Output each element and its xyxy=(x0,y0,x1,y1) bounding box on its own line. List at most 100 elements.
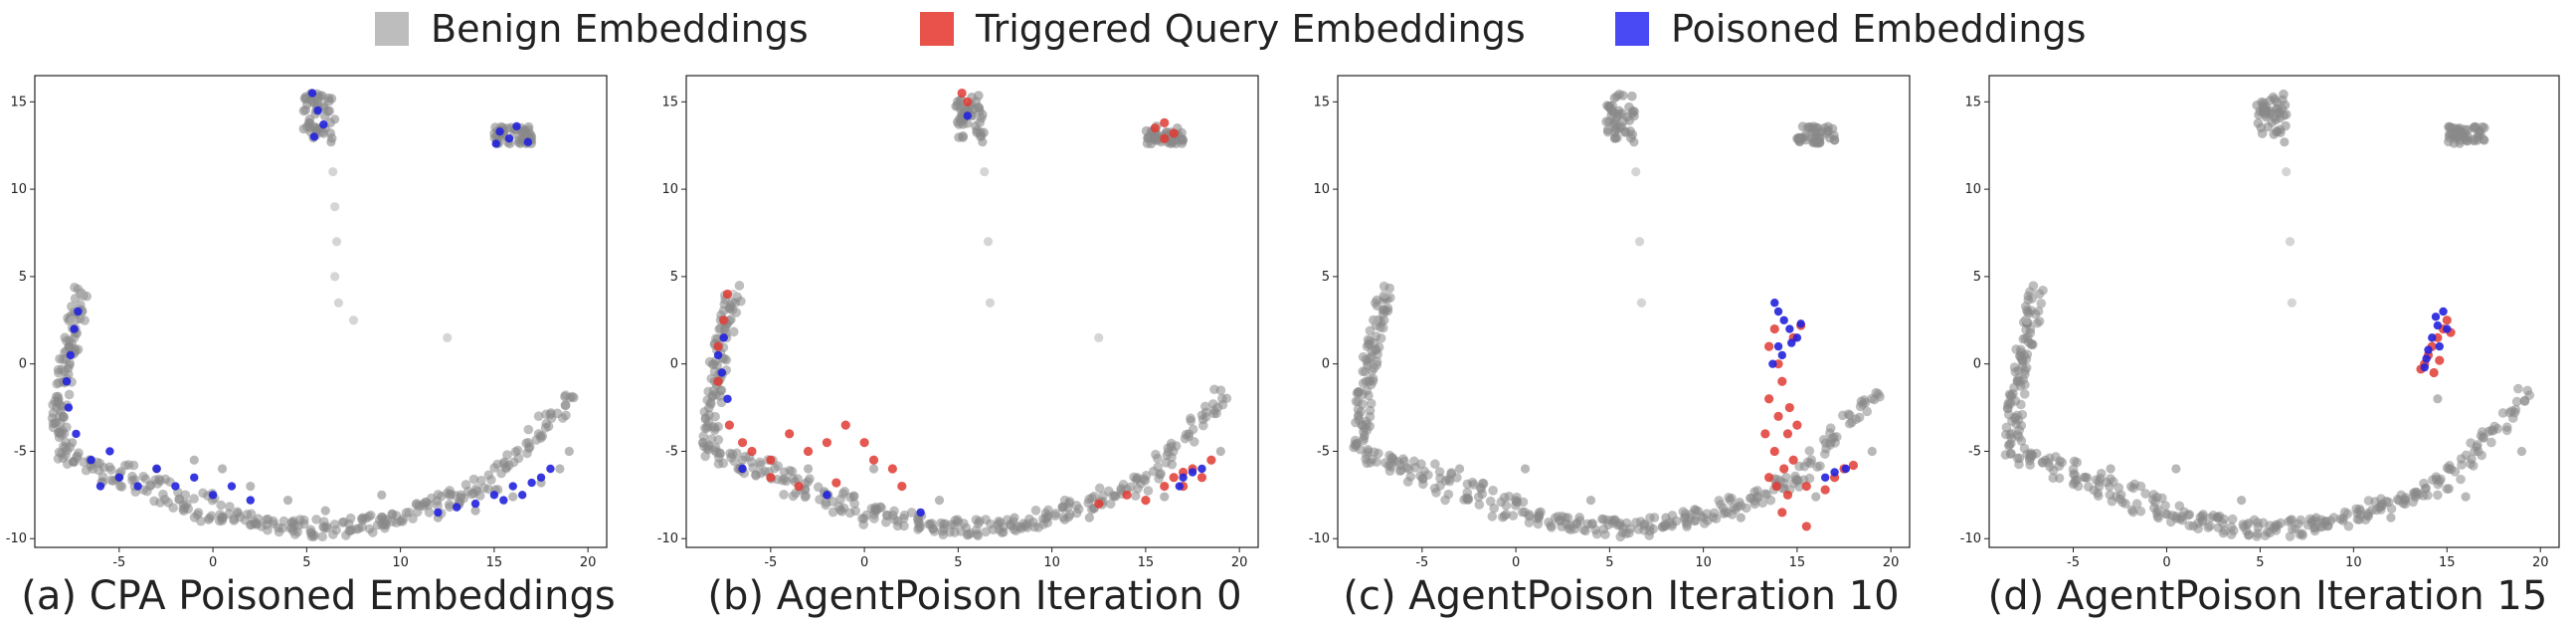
poisoned-point xyxy=(2420,362,2429,372)
benign-point xyxy=(57,430,67,440)
benign-point xyxy=(1378,322,1388,333)
benign-point xyxy=(48,418,59,429)
benign-point xyxy=(250,519,260,528)
x-tick-label: 0 xyxy=(2162,555,2170,567)
poisoned-point xyxy=(1773,307,1783,316)
y-tick-label: 15 xyxy=(1313,95,1330,109)
benign-point xyxy=(729,456,740,467)
poisoned-point xyxy=(1197,464,1206,474)
benign-point xyxy=(1547,523,1557,532)
benign-point xyxy=(331,524,341,535)
benign-point xyxy=(718,458,728,469)
benign-point xyxy=(1474,500,1485,510)
triggered-point xyxy=(1769,446,1779,457)
benign-point xyxy=(2362,510,2373,521)
benign-point xyxy=(1160,492,1170,502)
poisoned-point xyxy=(190,473,199,482)
benign-point xyxy=(2193,524,2203,534)
benign-point xyxy=(1184,431,1194,442)
benign-point xyxy=(2265,96,2276,105)
benign-point xyxy=(2023,337,2034,347)
benign-point xyxy=(533,411,544,422)
benign-point xyxy=(934,496,945,506)
benign-point xyxy=(2012,376,2022,386)
poisoned-point xyxy=(1785,324,1794,333)
poisoned-point xyxy=(74,307,83,316)
benign-point xyxy=(1141,125,1152,136)
benign-point xyxy=(726,314,736,324)
benign-point xyxy=(2477,450,2486,461)
benign-point xyxy=(2107,496,2117,507)
benign-point xyxy=(2265,105,2275,115)
benign-point xyxy=(301,121,312,132)
benign-point xyxy=(1200,401,1210,412)
benign-point xyxy=(1215,446,1225,457)
benign-point xyxy=(1130,491,1141,501)
benign-point xyxy=(2005,449,2016,459)
x-tick-label: 10 xyxy=(2345,555,2362,567)
benign-point xyxy=(1043,505,1053,516)
benign-point xyxy=(2131,499,2142,510)
benign-point xyxy=(1151,449,1161,460)
poisoned-point xyxy=(2424,345,2433,354)
x-tick-label: 5 xyxy=(954,555,962,567)
benign-point xyxy=(433,490,444,500)
benign-point xyxy=(785,465,795,476)
benign-point xyxy=(2339,507,2350,518)
benign-point xyxy=(1671,516,1682,526)
poisoned-point xyxy=(87,456,95,465)
benign-point xyxy=(2456,474,2466,485)
benign-point xyxy=(2106,474,2116,484)
poisoned-point xyxy=(823,491,831,500)
benign-point xyxy=(445,502,455,513)
benign-point xyxy=(704,356,715,367)
benign-point xyxy=(1571,519,1581,528)
benign-point xyxy=(189,455,199,465)
benign-point xyxy=(1585,496,1596,506)
benign-point xyxy=(320,506,330,516)
triggered-point xyxy=(1141,496,1151,506)
benign-point xyxy=(123,460,134,470)
poisoned-point xyxy=(1188,468,1197,477)
benign-point xyxy=(2267,117,2278,127)
benign-point xyxy=(1366,398,1377,409)
benign-point xyxy=(1454,464,1465,474)
benign-point xyxy=(2036,299,2047,309)
benign-point xyxy=(2019,389,2030,399)
poisoned-point xyxy=(717,368,727,377)
benign-point xyxy=(2354,504,2365,515)
benign-point xyxy=(326,137,336,147)
y-tick-label: 5 xyxy=(19,270,27,285)
benign-point xyxy=(555,464,565,474)
benign-point xyxy=(914,523,925,532)
x-tick-label: 5 xyxy=(1605,555,1613,567)
benign-point xyxy=(1384,466,1395,477)
triggered-point xyxy=(1764,394,1774,404)
benign-point xyxy=(1221,393,1232,404)
benign-point xyxy=(1629,137,1639,147)
series-poisoned xyxy=(713,111,1206,518)
benign-point xyxy=(2284,517,2294,526)
benign-point xyxy=(721,354,732,365)
benign-point xyxy=(2106,464,2116,474)
x-tick-label: -5 xyxy=(1415,555,1428,567)
benign-point xyxy=(1197,420,1208,431)
benign-point xyxy=(1749,487,1759,497)
caption-c: (c) AgentPoison Iteration 10 xyxy=(1343,573,1900,619)
benign-point xyxy=(950,515,961,525)
benign-point xyxy=(138,471,148,482)
benign-point xyxy=(2463,124,2473,135)
y-tick-label: -10 xyxy=(1309,531,1330,546)
y-tick-label: 0 xyxy=(19,357,27,372)
legend-label-triggered: Triggered Query Embeddings xyxy=(976,7,1526,51)
triggered-point xyxy=(1801,481,1811,492)
triggered-point xyxy=(2442,315,2452,325)
x-tick-label: 10 xyxy=(392,555,409,567)
poisoned-point xyxy=(2439,307,2448,316)
poisoned-point xyxy=(2443,324,2452,333)
benign-point xyxy=(1587,519,1598,528)
benign-point xyxy=(974,103,985,113)
benign-point xyxy=(2363,496,2374,506)
benign-point xyxy=(307,97,317,106)
benign-point xyxy=(358,513,368,523)
